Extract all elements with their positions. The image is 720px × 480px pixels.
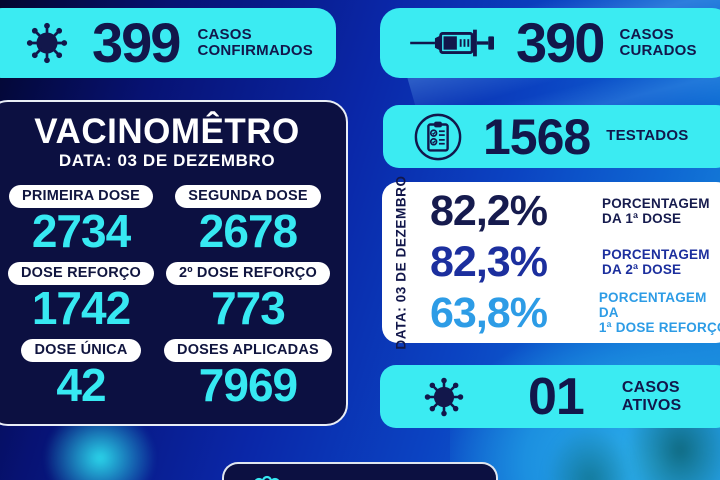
clipboard-icon (413, 112, 463, 162)
pct-row-dose1: 82,2% PORCENTAGEM DA 1ª DOSE (430, 188, 720, 235)
vacinometro-date: DATA: 03 DE DEZEMBRO (58, 151, 276, 170)
stat-value: 2678 (198, 205, 298, 257)
stat-dose-reforco: DOSE REFORÇO 1742 (8, 261, 155, 334)
pct-label: PORCENTAGEM DA 1ª DOSE REFORÇO (598, 290, 720, 335)
stat-label-pill: 2º DOSE REFORÇO (165, 261, 330, 285)
stat-label-pill: DOSES APLICADAS (164, 338, 332, 362)
percentages-date-vertical: DATA: 03 DE DEZEMBRO (393, 175, 409, 350)
tested-value: 1568 (483, 108, 591, 165)
cured-cases-value: 390 (516, 11, 605, 74)
virus-icon (422, 375, 466, 419)
stat-label-pill: DOSE REFORÇO (8, 261, 155, 285)
vertical-date-wrap: DATA: 03 DE DEZEMBRO (388, 175, 414, 349)
active-cases-card: 01 CASOS ATIVOS (380, 365, 720, 428)
cured-cases-label: CASOS CURADOS (619, 25, 697, 59)
cured-cases-card: 390 CASOS CURADOS (380, 8, 720, 78)
syringe-icon (408, 23, 500, 63)
active-cases-label: CASOS ATIVOS (621, 379, 682, 414)
stat-2-dose-reforco: 2º DOSE REFORÇO 773 (164, 261, 332, 334)
stat-label-pill: PRIMEIRA DOSE (8, 185, 154, 208)
confirmed-cases-value: 399 (92, 11, 181, 74)
pct-value: 82,2% (430, 187, 548, 235)
stat-primeira-dose: PRIMEIRA DOSE 2734 (8, 185, 154, 255)
stat-value: 2734 (31, 205, 131, 257)
teal-blur-blob (545, 425, 635, 480)
pct-label: PORCENTAGEM DA 1ª DOSE (602, 195, 710, 226)
pct-value: 63,8% (430, 289, 548, 337)
percentages-panel: DATA: 03 DE DEZEMBRO 82,2% PORCENTAGEM D… (382, 175, 720, 350)
people-icon (250, 474, 284, 480)
bottom-partial-panel (222, 462, 498, 480)
virus-icon (24, 20, 70, 66)
confirmed-cases-card: 399 CASOS CONFIRMADOS (0, 8, 336, 78)
stat-value: 42 (56, 358, 106, 411)
stat-value: 773 (211, 281, 286, 334)
pct-row-dose2: 82,3% PORCENTAGEM DA 2ª DOSE (430, 239, 720, 286)
active-cases-value: 01 (528, 367, 585, 426)
pct-value: 82,3% (430, 238, 548, 286)
vacinometro-panel: VACINOMÊTRO DATA: 03 DE DEZEMBRO PRIMEIR… (0, 100, 348, 426)
stat-label-pill: SEGUNDA DOSE (175, 185, 321, 208)
pct-row-booster: 63,8% PORCENTAGEM DA 1ª DOSE REFORÇO (430, 290, 720, 337)
stat-value: 7969 (198, 358, 298, 411)
stat-value: 1742 (31, 281, 131, 334)
confirmed-cases-label: CASOS CONFIRMADOS (197, 25, 313, 59)
pct-label: PORCENTAGEM DA 2ª DOSE (602, 246, 710, 277)
dose-stats-grid: PRIMEIRA DOSE 2734 SEGUNDA DOSE 2678 DOS… (8, 185, 332, 411)
stat-dose-unica: DOSE ÚNICA 42 (8, 338, 154, 411)
vacinometro-title: VACINOMÊTRO (34, 112, 300, 151)
stat-segunda-dose: SEGUNDA DOSE 2678 (164, 185, 332, 255)
stat-doses-aplicadas: DOSES APLICADAS 7969 (164, 338, 332, 411)
tested-label: TESTADOS (606, 127, 689, 145)
percentage-rows: 82,2% PORCENTAGEM DA 1ª DOSE 82,3% PORCE… (430, 188, 720, 337)
stat-label-pill: DOSE ÚNICA (21, 338, 141, 362)
tested-card: 1568 TESTADOS (383, 105, 720, 168)
